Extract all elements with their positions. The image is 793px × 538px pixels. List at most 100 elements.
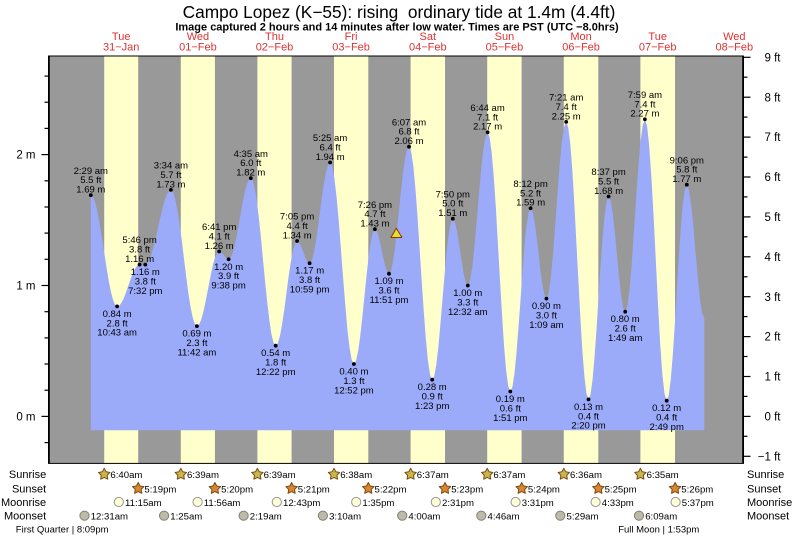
svg-text:7.4 ft: 7.4 ft [634,99,655,110]
svg-text:12:31am: 12:31am [91,512,128,523]
svg-text:0.13 m: 0.13 m [574,402,603,413]
svg-text:0 ft: 0 ft [765,412,782,424]
svg-text:6.8 ft: 6.8 ft [398,127,419,138]
svg-text:6.0 ft: 6.0 ft [240,158,261,169]
svg-text:2:29 am: 2:29 am [74,166,108,177]
svg-text:1.73 m: 1.73 m [156,179,185,190]
svg-text:0.12 m: 0.12 m [652,403,681,414]
svg-text:1 m: 1 m [16,281,35,293]
svg-text:5.8 ft: 5.8 ft [676,165,697,176]
svg-text:1.16 m: 1.16 m [125,254,154,265]
svg-text:5:23pm: 5:23pm [451,484,483,495]
svg-text:1.09 m: 1.09 m [374,276,403,287]
svg-text:6:39am: 6:39am [187,470,219,481]
svg-text:04−Feb: 04−Feb [409,42,447,54]
svg-text:31−Jan: 31−Jan [103,42,139,54]
svg-text:07−Feb: 07−Feb [639,42,677,54]
svg-text:First Quarter | 8:09pm: First Quarter | 8:09pm [16,525,109,536]
svg-text:7:32 pm: 7:32 pm [128,286,162,297]
svg-text:5.2 ft: 5.2 ft [520,188,541,199]
svg-text:7:21 am: 7:21 am [549,93,583,104]
svg-text:0.6 ft: 0.6 ft [500,403,521,414]
svg-text:1.69 m: 1.69 m [76,185,105,196]
svg-text:0.54 m: 0.54 m [261,348,290,359]
svg-text:0.28 m: 0.28 m [418,382,447,393]
svg-text:01−Feb: 01−Feb [179,42,217,54]
svg-text:08−Feb: 08−Feb [715,42,753,54]
svg-text:−1 ft: −1 ft [758,451,782,463]
svg-text:2.25 m: 2.25 m [552,111,581,122]
svg-text:1.26 m: 1.26 m [205,241,234,252]
svg-text:8:37 pm: 8:37 pm [591,167,625,178]
svg-text:6:07 am: 6:07 am [392,117,426,128]
svg-text:11:51 pm: 11:51 pm [370,295,409,306]
svg-text:Sunset: Sunset [747,483,781,495]
svg-text:Sunset: Sunset [12,483,46,495]
svg-text:0.9 ft: 0.9 ft [422,392,443,403]
svg-text:0.19 m: 0.19 m [496,394,525,405]
svg-text:6:41 pm: 6:41 pm [202,222,236,233]
svg-text:3:31pm: 3:31pm [522,498,554,509]
svg-text:1:35pm: 1:35pm [362,498,394,509]
svg-text:1.82 m: 1.82 m [236,168,265,179]
svg-text:3:34 am: 3:34 am [154,161,188,172]
svg-text:6 ft: 6 ft [765,172,782,184]
svg-text:1:09 am: 1:09 am [529,320,563,331]
svg-text:5 ft: 5 ft [765,212,782,224]
svg-text:1:23 pm: 1:23 pm [415,401,449,412]
svg-text:1.68 m: 1.68 m [594,186,623,197]
svg-text:5:37pm: 5:37pm [682,498,714,509]
svg-text:1.20 m: 1.20 m [214,262,243,273]
svg-text:6.4 ft: 6.4 ft [320,143,341,154]
svg-text:02−Feb: 02−Feb [256,42,294,54]
svg-text:9:38 pm: 9:38 pm [211,281,245,292]
svg-text:3.3 ft: 3.3 ft [457,297,478,308]
svg-text:Mon: Mon [570,31,591,43]
svg-text:7.4 ft: 7.4 ft [556,102,577,113]
svg-text:2.6 ft: 2.6 ft [615,324,636,335]
svg-text:1.16 m: 1.16 m [131,267,160,278]
svg-text:1.00 m: 1.00 m [453,288,482,299]
svg-text:Thu: Thu [265,31,284,43]
svg-text:5:21pm: 5:21pm [298,484,330,495]
svg-text:5:20pm: 5:20pm [221,484,253,495]
svg-text:8:12 pm: 8:12 pm [513,179,547,190]
svg-text:6:37am: 6:37am [417,470,449,481]
svg-text:5:19pm: 5:19pm [144,484,176,495]
svg-text:11:15am: 11:15am [125,498,162,509]
svg-text:7:50 pm: 7:50 pm [436,189,470,200]
svg-text:1.34 m: 1.34 m [283,230,312,241]
svg-text:06−Feb: 06−Feb [562,42,600,54]
svg-text:7.1 ft: 7.1 ft [477,112,498,123]
svg-text:3.8 ft: 3.8 ft [129,245,150,256]
svg-text:4.1 ft: 4.1 ft [209,232,230,243]
svg-text:4 ft: 4 ft [765,252,782,264]
svg-text:1:51 pm: 1:51 pm [493,413,527,424]
svg-text:1:49 am: 1:49 am [608,333,642,344]
svg-text:0.4 ft: 0.4 ft [578,411,599,422]
svg-text:10:59 pm: 10:59 pm [290,285,330,296]
svg-text:0 m: 0 m [16,412,35,424]
svg-text:6:39am: 6:39am [264,470,296,481]
svg-text:5.7 ft: 5.7 ft [160,170,181,181]
svg-text:5:22pm: 5:22pm [375,484,407,495]
svg-text:1.3 ft: 1.3 ft [343,376,364,387]
svg-text:2.27 m: 2.27 m [630,109,659,120]
svg-text:12:32 am: 12:32 am [448,307,488,318]
svg-text:9:06 pm: 9:06 pm [670,155,704,166]
svg-text:5.5 ft: 5.5 ft [80,175,101,186]
svg-text:Sun: Sun [495,31,515,43]
svg-text:Full Moon | 1:53pm: Full Moon | 1:53pm [618,525,699,536]
svg-text:6:38am: 6:38am [340,470,372,481]
svg-text:2.8 ft: 2.8 ft [107,318,128,329]
svg-text:1.43 m: 1.43 m [360,219,389,230]
svg-text:5:25 am: 5:25 am [313,133,347,144]
svg-text:2:31pm: 2:31pm [442,498,474,509]
svg-text:4.7 ft: 4.7 ft [364,209,385,220]
svg-text:3.0 ft: 3.0 ft [536,311,557,322]
svg-text:5:26pm: 5:26pm [681,484,713,495]
svg-text:5:25pm: 5:25pm [605,484,637,495]
svg-text:Moonset: Moonset [747,511,789,523]
svg-text:Tue: Tue [648,31,667,43]
svg-text:8 ft: 8 ft [765,92,782,104]
